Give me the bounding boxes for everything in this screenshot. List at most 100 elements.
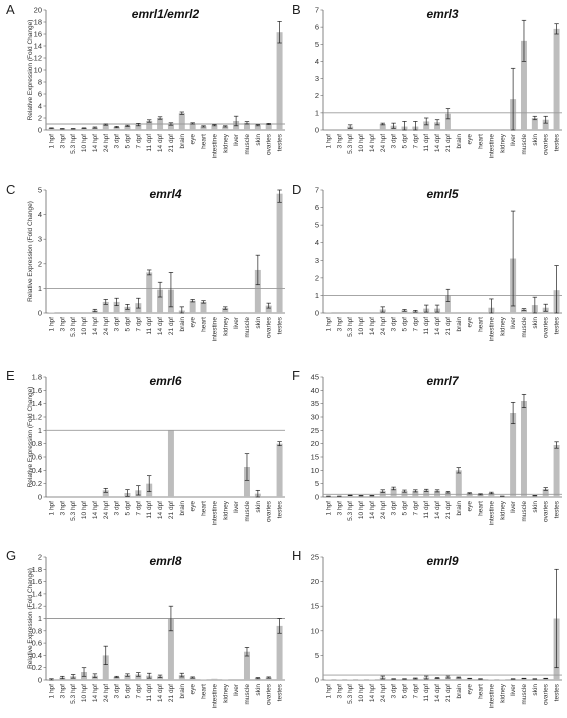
bar-testes	[553, 28, 560, 130]
bar-14-hpf	[91, 127, 98, 130]
bar-eye	[189, 300, 196, 313]
bar-brain	[455, 677, 462, 680]
bar-3-dpf	[113, 127, 120, 130]
x-tick-label: 3 dpf	[391, 317, 398, 332]
x-tick-label: 14 dpf	[434, 317, 441, 335]
x-tick-label: brain	[179, 317, 186, 332]
y-tick-label: 1	[315, 108, 319, 117]
bar-11-dpf	[146, 121, 153, 130]
x-tick-label: skin	[255, 501, 262, 513]
x-tick-label: 14 hpf	[369, 684, 376, 702]
x-tick-label: 24 hpf	[380, 501, 387, 519]
bar-24-hpf	[102, 124, 109, 130]
bar-testes	[276, 32, 283, 131]
x-tick-label: 1 hpf	[48, 501, 55, 516]
bar-14-dpf	[434, 122, 441, 130]
bar-testes	[276, 625, 283, 680]
bar-testes	[276, 193, 283, 313]
x-tick-label: heart	[201, 317, 208, 332]
x-tick-label: 10 hpf	[81, 501, 88, 519]
x-tick-label: 3 dpf	[391, 684, 398, 699]
bar-14-hpf	[368, 129, 375, 130]
x-tick-label: testes	[277, 133, 284, 151]
x-tick-label: 7 dpf	[135, 684, 142, 699]
x-tick-label: brain	[179, 501, 186, 516]
x-tick-label: heart	[478, 317, 485, 332]
x-tick-label: 11 dpf	[423, 501, 430, 519]
x-tick-label: 24 hpf	[103, 134, 110, 152]
x-tick-label: ovaries	[543, 316, 550, 338]
x-tick-label: 21 dpf	[168, 684, 175, 702]
x-tick-label: ovaries	[266, 500, 273, 522]
x-tick-label: 21 dpf	[168, 501, 175, 519]
bar-liver	[510, 413, 517, 497]
x-tick-label: intestine	[211, 501, 218, 526]
x-tick-label: muscle	[244, 134, 251, 155]
y-tick-label: 1.2	[32, 602, 42, 611]
x-tick-label: muscle	[521, 501, 528, 522]
x-tick-label: eye	[467, 501, 474, 512]
x-tick-label: skin	[532, 684, 539, 696]
bar-brain	[178, 113, 185, 130]
bar-eye	[189, 677, 196, 680]
y-tick-label: 1.8	[32, 565, 42, 574]
x-tick-label: 7 dpf	[412, 317, 419, 332]
x-tick-label: eye	[190, 501, 197, 512]
x-tick-label: 5.3 hpf	[347, 501, 354, 521]
bar-intestine	[211, 125, 218, 130]
bar-14-hpf	[368, 495, 375, 497]
y-tick-label: 10	[311, 626, 319, 635]
chart-title: emrl7	[426, 374, 459, 388]
x-tick-label: testes	[277, 683, 284, 701]
x-tick-label: 24 hpf	[103, 317, 110, 335]
x-tick-label: skin	[255, 317, 262, 329]
x-tick-label: 14 hpf	[369, 134, 376, 152]
bar-skin	[254, 125, 261, 130]
y-tick-label: 1	[38, 614, 42, 623]
bar-heart	[477, 494, 484, 497]
bar-intestine	[488, 493, 495, 497]
bar-5-dpf	[401, 310, 408, 313]
y-axis-label: Relative Expression (Fold Change)	[27, 20, 34, 121]
chart-title: emrl8	[149, 554, 181, 568]
y-tick-label: 0.2	[32, 479, 42, 488]
bar-kidney	[222, 679, 229, 680]
x-tick-label: liver	[233, 316, 240, 329]
bar-21-dpf	[444, 295, 451, 313]
x-tick-label: 5.3 hpf	[70, 684, 77, 704]
x-tick-label: 11 dpf	[146, 134, 153, 152]
x-tick-label: eye	[190, 684, 197, 695]
y-tick-label: 7	[315, 6, 319, 15]
y-tick-label: 1.4	[32, 589, 42, 598]
bar-brain	[455, 312, 462, 313]
y-tick-label: 0.6	[32, 453, 42, 462]
y-tick-label: 6	[38, 90, 42, 99]
y-tick-label: 30	[311, 413, 319, 422]
bar-5-3-hpf	[347, 312, 354, 313]
x-tick-label: eye	[190, 134, 197, 145]
x-tick-label: 3 hpf	[59, 134, 66, 149]
x-tick-label: 11 dpf	[146, 317, 153, 335]
y-tick-label: 5	[315, 479, 319, 488]
bar-heart	[477, 312, 484, 313]
bar-ovaries	[265, 124, 272, 130]
bar-10-hpf	[358, 312, 365, 313]
bar-eye	[466, 678, 473, 680]
x-tick-label: testes	[554, 500, 561, 518]
y-tick-label: 2	[38, 259, 42, 268]
y-tick-label: 6	[315, 23, 319, 32]
bar-kidney	[499, 312, 506, 313]
x-tick-label: 1 hpf	[325, 317, 332, 332]
bar-7-dpf	[135, 124, 142, 130]
y-tick-label: 35	[311, 399, 319, 408]
x-tick-label: kidney	[499, 133, 506, 153]
y-tick-label: 25	[311, 553, 319, 562]
bar-11-dpf	[146, 272, 153, 313]
bar-muscle	[520, 401, 527, 497]
x-tick-label: brain	[456, 501, 463, 516]
bar-5-dpf	[124, 125, 131, 130]
y-tick-label: 3	[315, 256, 319, 265]
y-tick-label: 5	[315, 40, 319, 49]
chart-title: emrl5	[426, 187, 458, 201]
